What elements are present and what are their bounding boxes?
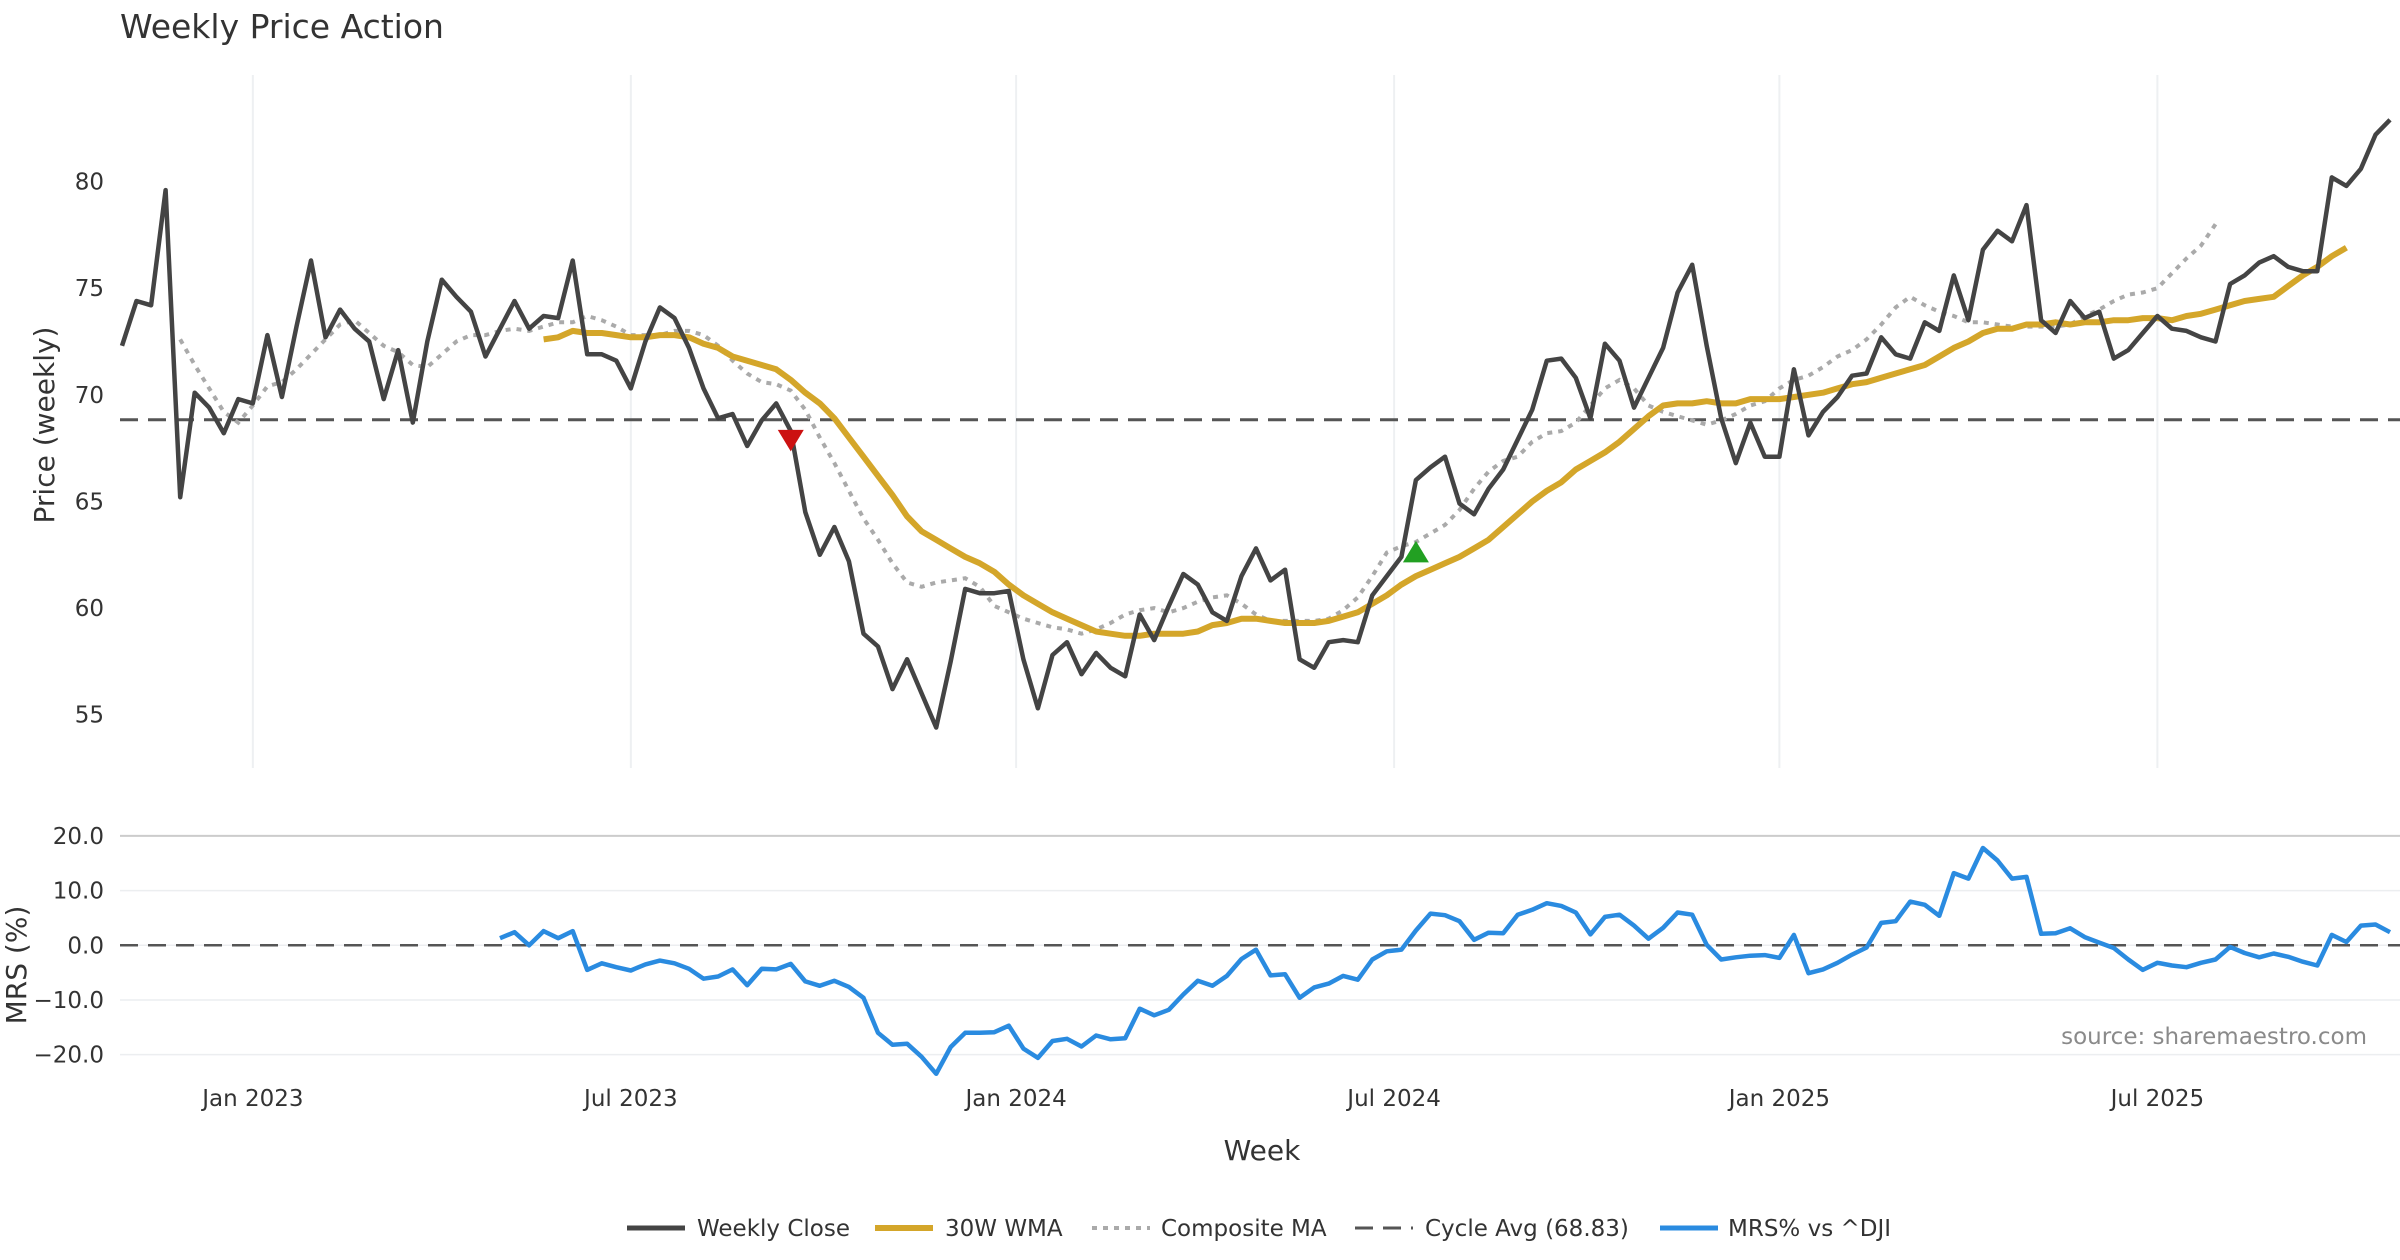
legend-label-cycle-avg: Cycle Avg (68.83) <box>1425 1216 1629 1242</box>
price-y-axis: 55 60 65 70 75 80 <box>75 170 104 729</box>
x-axis: Jan 2023 Jul 2023 Jan 2024 Jul 2024 Jan … <box>200 1086 2204 1112</box>
mrs-panel: 20.0 10.0 0.0 −10.0 −20.0 MRS (%) source… <box>0 824 2400 1077</box>
mrs-y-tick-label: −10.0 <box>34 988 104 1014</box>
x-tick-label: Jan 2024 <box>963 1086 1066 1112</box>
x-tick-label: Jul 2025 <box>2109 1086 2205 1112</box>
mrs-vs-dji-line <box>499 845 2392 1077</box>
price-panel: 55 60 65 70 75 80 Price (weekly) <box>28 75 2400 768</box>
composite-ma-line <box>178 223 2218 636</box>
mrs-y-axis-label: MRS (%) <box>0 906 33 1025</box>
x-tick-label: Jul 2024 <box>1345 1086 1441 1112</box>
price-y-tick-label: 60 <box>75 596 104 622</box>
source-note: source: sharemaestro.com <box>2061 1024 2367 1050</box>
x-tick-label: Jan 2023 <box>200 1086 303 1112</box>
mrs-y-tick-label: 10.0 <box>53 879 104 905</box>
weekly-close-line <box>119 118 2392 730</box>
chart-title: Weekly Price Action <box>120 7 444 46</box>
mrs-y-tick-label: 0.0 <box>67 933 104 959</box>
x-tick-label: Jan 2025 <box>1727 1086 1830 1112</box>
sell-signal-marker <box>777 429 804 452</box>
x-axis-label: Week <box>1224 1134 1301 1167</box>
legend-label-mrs: MRS% vs ^DJI <box>1728 1216 1891 1242</box>
price-grid <box>251 75 2159 768</box>
legend-label-wma: 30W WMA <box>945 1216 1063 1242</box>
price-y-tick-label: 65 <box>75 489 104 515</box>
legend-label-composite-ma: Composite MA <box>1161 1216 1327 1242</box>
legend-label-weekly-close: Weekly Close <box>697 1216 850 1242</box>
mrs-y-tick-label: 20.0 <box>53 824 104 850</box>
buy-signal-marker <box>1402 540 1429 563</box>
legend: Weekly Close 30W WMA Composite MA Cycle … <box>627 1216 1891 1242</box>
price-y-tick-label: 75 <box>75 276 104 302</box>
mrs-grid <box>120 834 2400 1056</box>
price-y-axis-label: Price (weekly) <box>28 327 61 524</box>
price-y-tick-label: 80 <box>75 170 104 196</box>
price-y-tick-label: 55 <box>75 703 104 729</box>
mrs-y-axis: 20.0 10.0 0.0 −10.0 −20.0 <box>34 824 104 1069</box>
price-y-tick-label: 70 <box>75 383 104 409</box>
mrs-y-tick-label: −20.0 <box>34 1043 104 1069</box>
x-tick-label: Jul 2023 <box>582 1086 678 1112</box>
